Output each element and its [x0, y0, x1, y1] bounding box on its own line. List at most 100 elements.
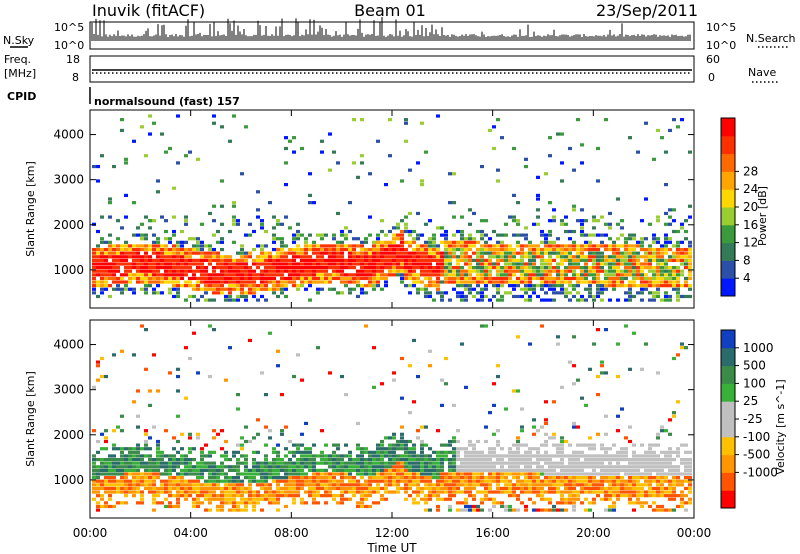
velocity-cell: [604, 479, 608, 483]
velocity-cell: [184, 454, 188, 458]
power-cell: [572, 284, 576, 288]
velocity-cell: [592, 479, 596, 483]
velocity-cell: [352, 465, 356, 469]
velocity-cell: [656, 371, 660, 375]
velocity-cell: [236, 490, 240, 494]
power-cell: [552, 247, 556, 252]
power-cell: [580, 229, 584, 234]
velocity-cell: [612, 457, 616, 462]
velocity-cell: [168, 472, 172, 476]
velocity-cell: [124, 494, 128, 498]
velocity-cell: [360, 472, 364, 476]
velocity-cell: [492, 472, 496, 476]
velocity-cell: [556, 479, 560, 483]
velocity-cell: [524, 450, 528, 454]
power-cell: [576, 266, 580, 270]
velocity-cell: [420, 439, 424, 444]
velocity-cell: [680, 490, 684, 494]
velocity-cell: [412, 461, 416, 465]
velocity-cell: [120, 447, 124, 451]
velocity-cell: [244, 439, 248, 444]
power-cell: [292, 262, 296, 266]
power-cell: [128, 273, 132, 277]
velocity-cell: [144, 447, 148, 451]
power-cell: [656, 294, 660, 299]
velocity-cell: [660, 429, 664, 433]
velocity-cell: [644, 468, 648, 472]
power-cell: [420, 255, 424, 259]
power-cell: [460, 237, 464, 241]
velocity-cell: [216, 483, 220, 487]
velocity-cell: [588, 454, 592, 458]
power-cell: [296, 269, 300, 273]
velocity-cell: [656, 461, 660, 465]
power-cell: [560, 276, 564, 281]
nsky-trace: [91, 17, 691, 41]
velocity-cell: [452, 447, 456, 451]
power-cell: [648, 266, 652, 270]
colorbar-segment: [721, 330, 735, 349]
power-cell: [648, 255, 652, 259]
power-cell: [496, 298, 500, 302]
velocity-cell: [580, 454, 584, 458]
power-cell: [232, 269, 236, 273]
power-cell: [536, 208, 540, 212]
velocity-cell: [532, 447, 536, 451]
power-cell: [484, 287, 488, 291]
velocity-cell: [100, 497, 104, 501]
velocity-cell: [92, 457, 96, 462]
power-cell: [180, 262, 184, 266]
power-cell: [468, 208, 472, 212]
velocity-cell: [368, 504, 372, 509]
power-cell: [356, 294, 360, 299]
power-cell: [572, 266, 576, 270]
velocity-cell: [420, 461, 424, 465]
velocity-cell: [492, 476, 496, 480]
velocity-cell: [560, 447, 564, 451]
velocity-cell: [388, 454, 392, 458]
power-cell: [124, 287, 128, 291]
velocity-cell: [528, 465, 532, 469]
power-cell: [676, 284, 680, 288]
velocity-cell: [368, 461, 372, 465]
power-cell: [688, 247, 692, 252]
velocity-cell: [304, 472, 308, 476]
power-cell: [560, 262, 564, 266]
velocity-cell: [424, 457, 428, 462]
power-cell: [528, 276, 532, 281]
velocity-cell: [208, 468, 212, 472]
power-cell: [416, 262, 420, 266]
power-cell: [476, 229, 480, 234]
power-cell: [364, 255, 368, 259]
power-cell: [464, 258, 468, 262]
power-cell: [368, 233, 372, 237]
velocity-cell: [372, 472, 376, 476]
velocity-cell: [536, 465, 540, 469]
power-cell: [616, 280, 620, 284]
velocity-cell: [140, 494, 144, 498]
power-cell: [456, 269, 460, 273]
power-cell: [272, 266, 276, 270]
velocity-cell: [144, 454, 148, 458]
power-cell: [500, 233, 504, 237]
power-cell: [228, 291, 232, 295]
velocity-cell: [116, 447, 120, 451]
power-cell: [284, 136, 288, 140]
velocity-cell: [684, 479, 688, 483]
power-cell: [308, 269, 312, 273]
velocity-cell: [364, 457, 368, 462]
velocity-cell: [512, 450, 516, 454]
power-cell: [340, 276, 344, 281]
power-cell: [392, 262, 396, 266]
velocity-cell: [168, 490, 172, 494]
power-cell: [320, 258, 324, 262]
power-cell: [104, 251, 108, 255]
power-cell: [452, 215, 456, 219]
velocity-cell: [332, 454, 336, 458]
power-cell: [672, 276, 676, 281]
velocity-cell: [308, 454, 312, 458]
power-cell: [272, 237, 276, 241]
velocity-cell: [96, 360, 100, 364]
power-cell: [376, 284, 380, 288]
velocity-cell: [352, 494, 356, 498]
